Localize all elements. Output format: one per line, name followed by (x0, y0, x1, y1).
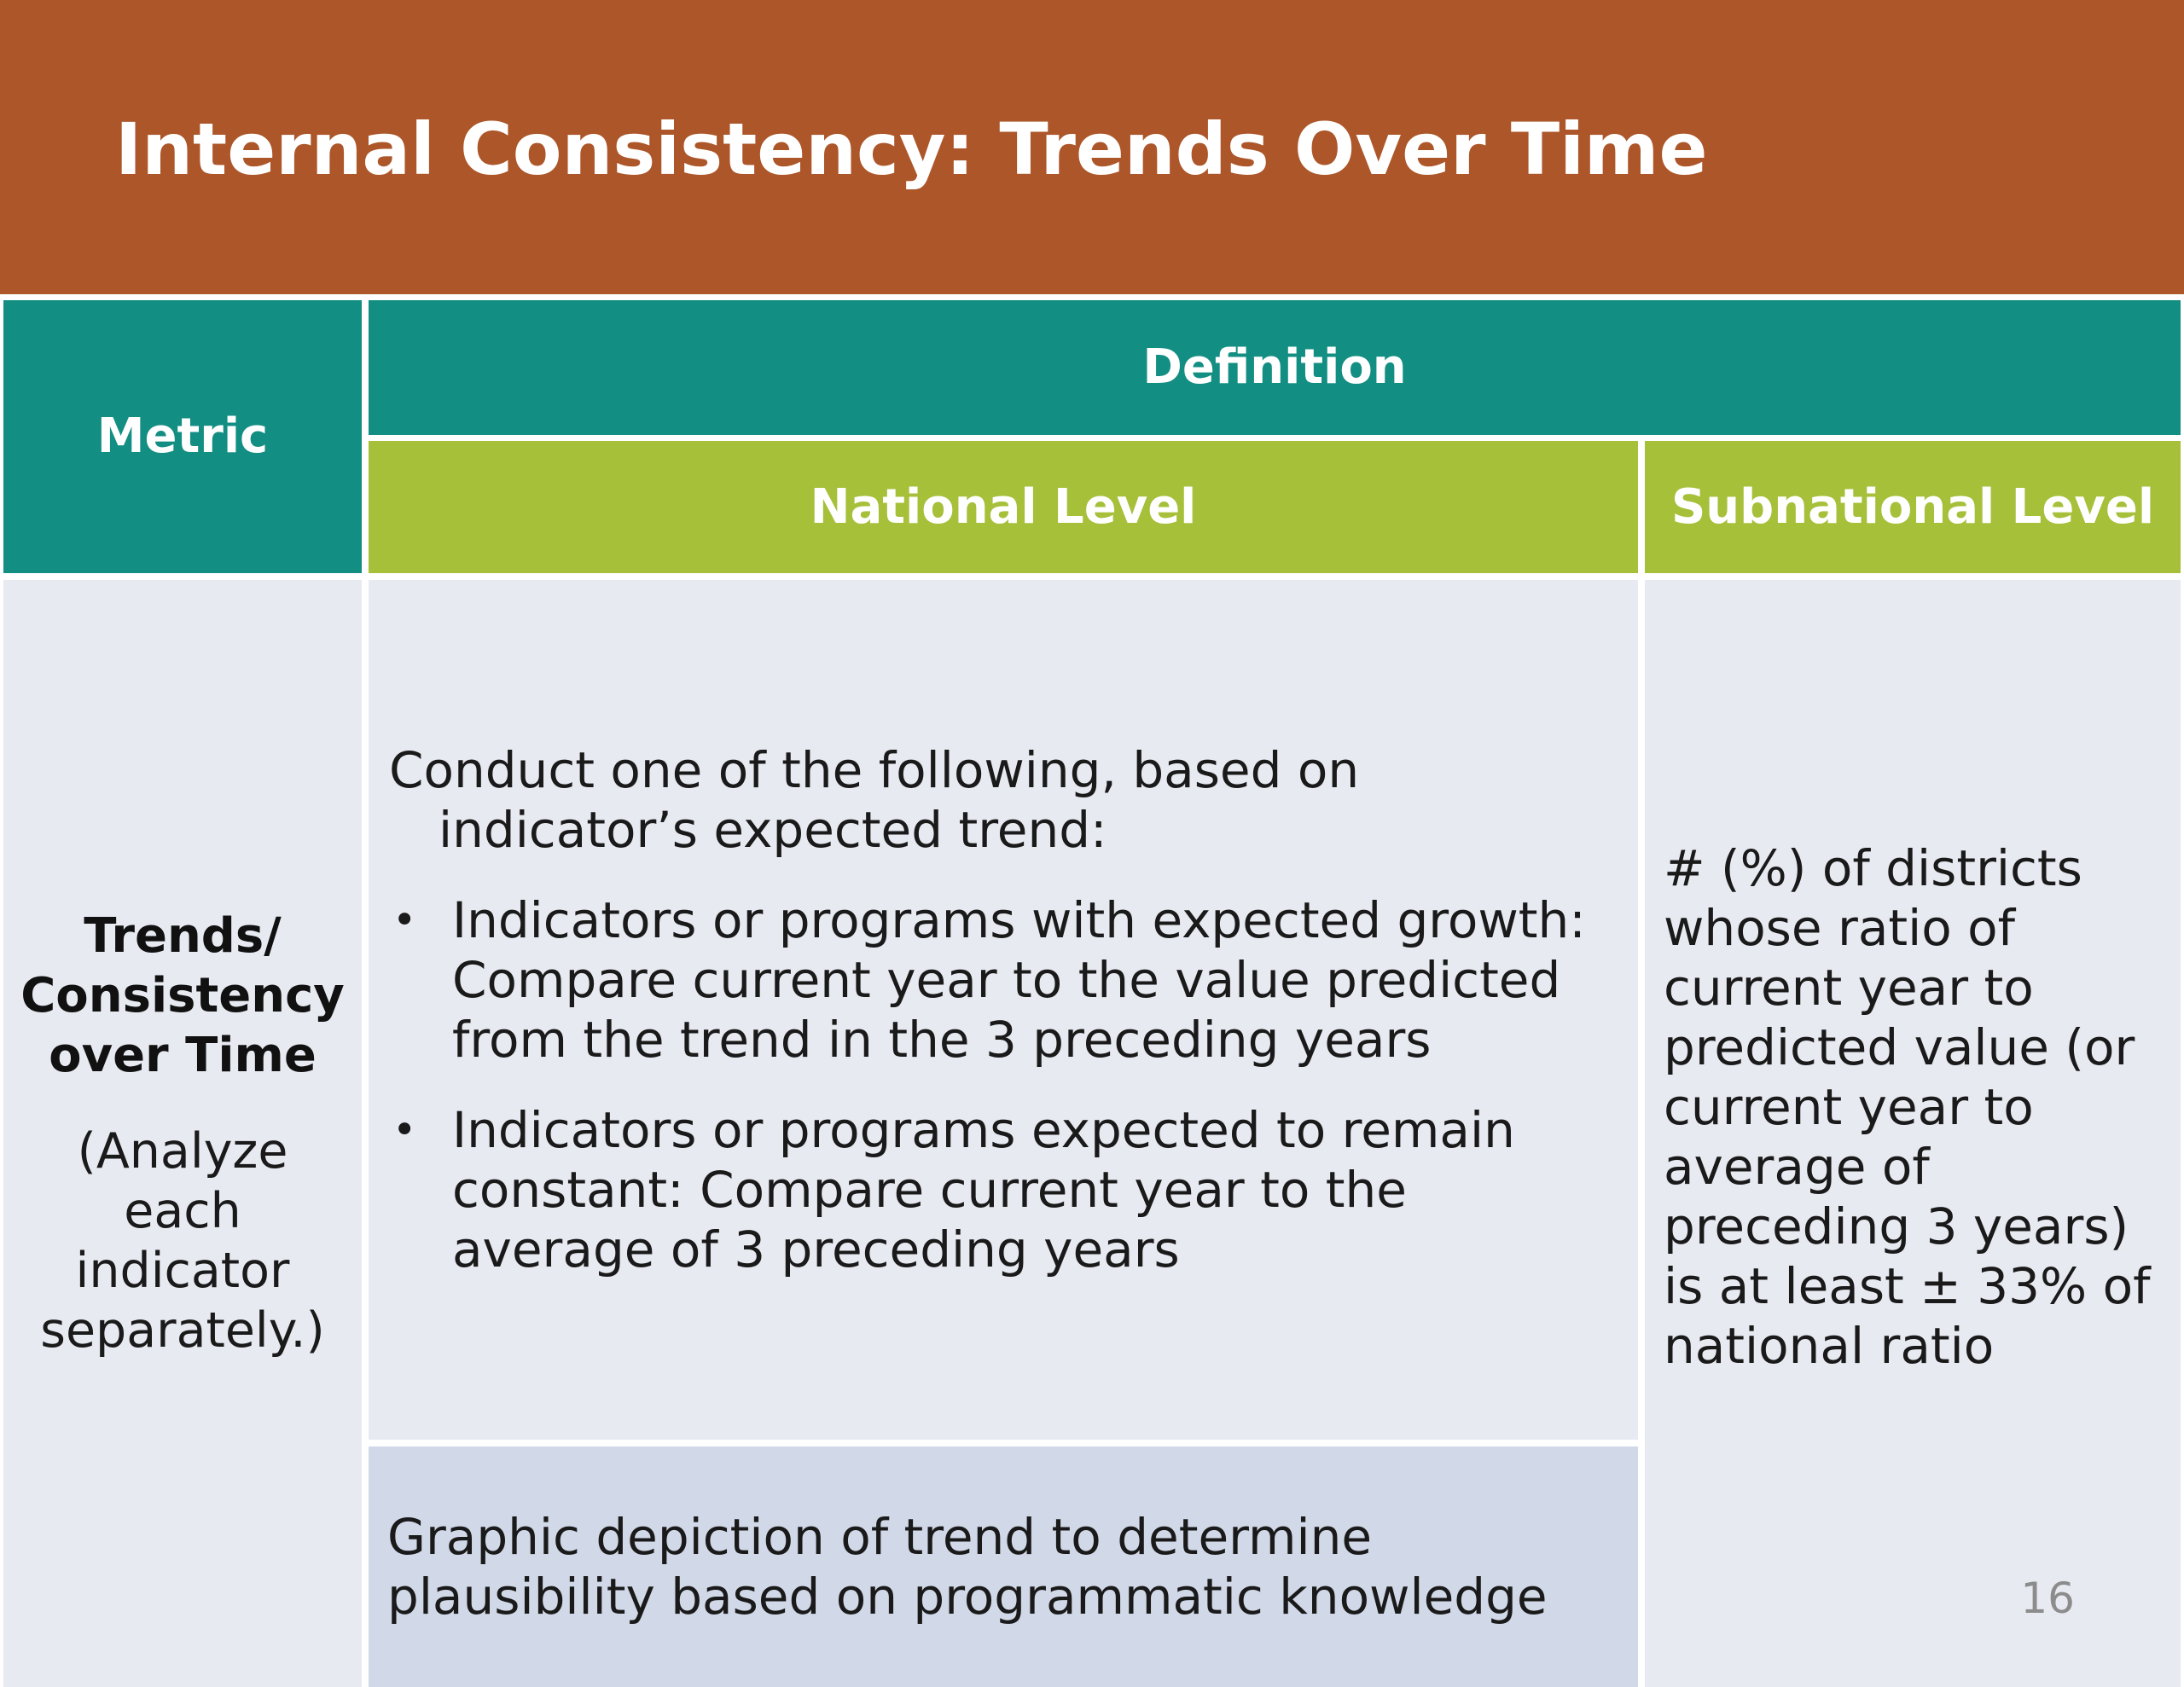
metric-note: (Analyze each indicator separately.) (40, 1122, 324, 1360)
national-bullet-list: • Indicators or programs with expected g… (389, 860, 1624, 1279)
metric-title-line: over Time (49, 1028, 317, 1083)
header-definition-cell: Definition (369, 300, 2181, 435)
slide-title: Internal Consistency: Trends Over Time (115, 107, 1708, 191)
header-national-cell: National Level (369, 441, 1638, 573)
national-graphic-text: Graphic depiction of trend to determine … (387, 1508, 1548, 1626)
header-metric-cell: Metric (3, 300, 362, 573)
metric-title-line: Trends/ (84, 908, 282, 964)
subnational-text: # (%) of districts whose ratio of curren… (1664, 839, 2151, 1375)
subnational-definition-cell: # (%) of districts whose ratio of curren… (1645, 580, 2181, 1687)
metric-note-line: indicator (75, 1243, 290, 1299)
national-intro: Conduct one of the following, based on i… (389, 741, 1360, 859)
bullet-text: Indicators or programs with expected gro… (452, 891, 1586, 1069)
header-metric: Metric (96, 409, 269, 464)
national-graphic-cell: Graphic depiction of trend to determine … (369, 1446, 1638, 1687)
metric-title: Trends/ Consistency over Time (20, 907, 345, 1086)
national-definition-cell: Conduct one of the following, based on i… (369, 580, 1638, 1440)
header-subnational: Subnational Level (1670, 478, 2155, 535)
metric-cell: Trends/ Consistency over Time (Analyze e… (3, 580, 362, 1687)
metric-note-line: each (124, 1183, 241, 1239)
page-number: 16 (2020, 1574, 2075, 1623)
list-item: • Indicators or programs with expected g… (389, 890, 1624, 1070)
header-definition: Definition (1142, 339, 1407, 395)
header-subnational-cell: Subnational Level (1645, 441, 2181, 573)
metric-title-line: Consistency (20, 968, 345, 1023)
list-item: • Indicators or programs expected to rem… (389, 1100, 1624, 1279)
bullet-text: Indicators or programs expected to remai… (452, 1101, 1515, 1278)
metric-note-line: (Analyze (77, 1123, 288, 1180)
bullet-icon: • (392, 896, 417, 944)
metric-note-line: separately.) (40, 1302, 325, 1359)
header-national: National Level (810, 478, 1197, 535)
bullet-icon: • (392, 1106, 417, 1154)
title-bar: Internal Consistency: Trends Over Time (0, 0, 2184, 294)
